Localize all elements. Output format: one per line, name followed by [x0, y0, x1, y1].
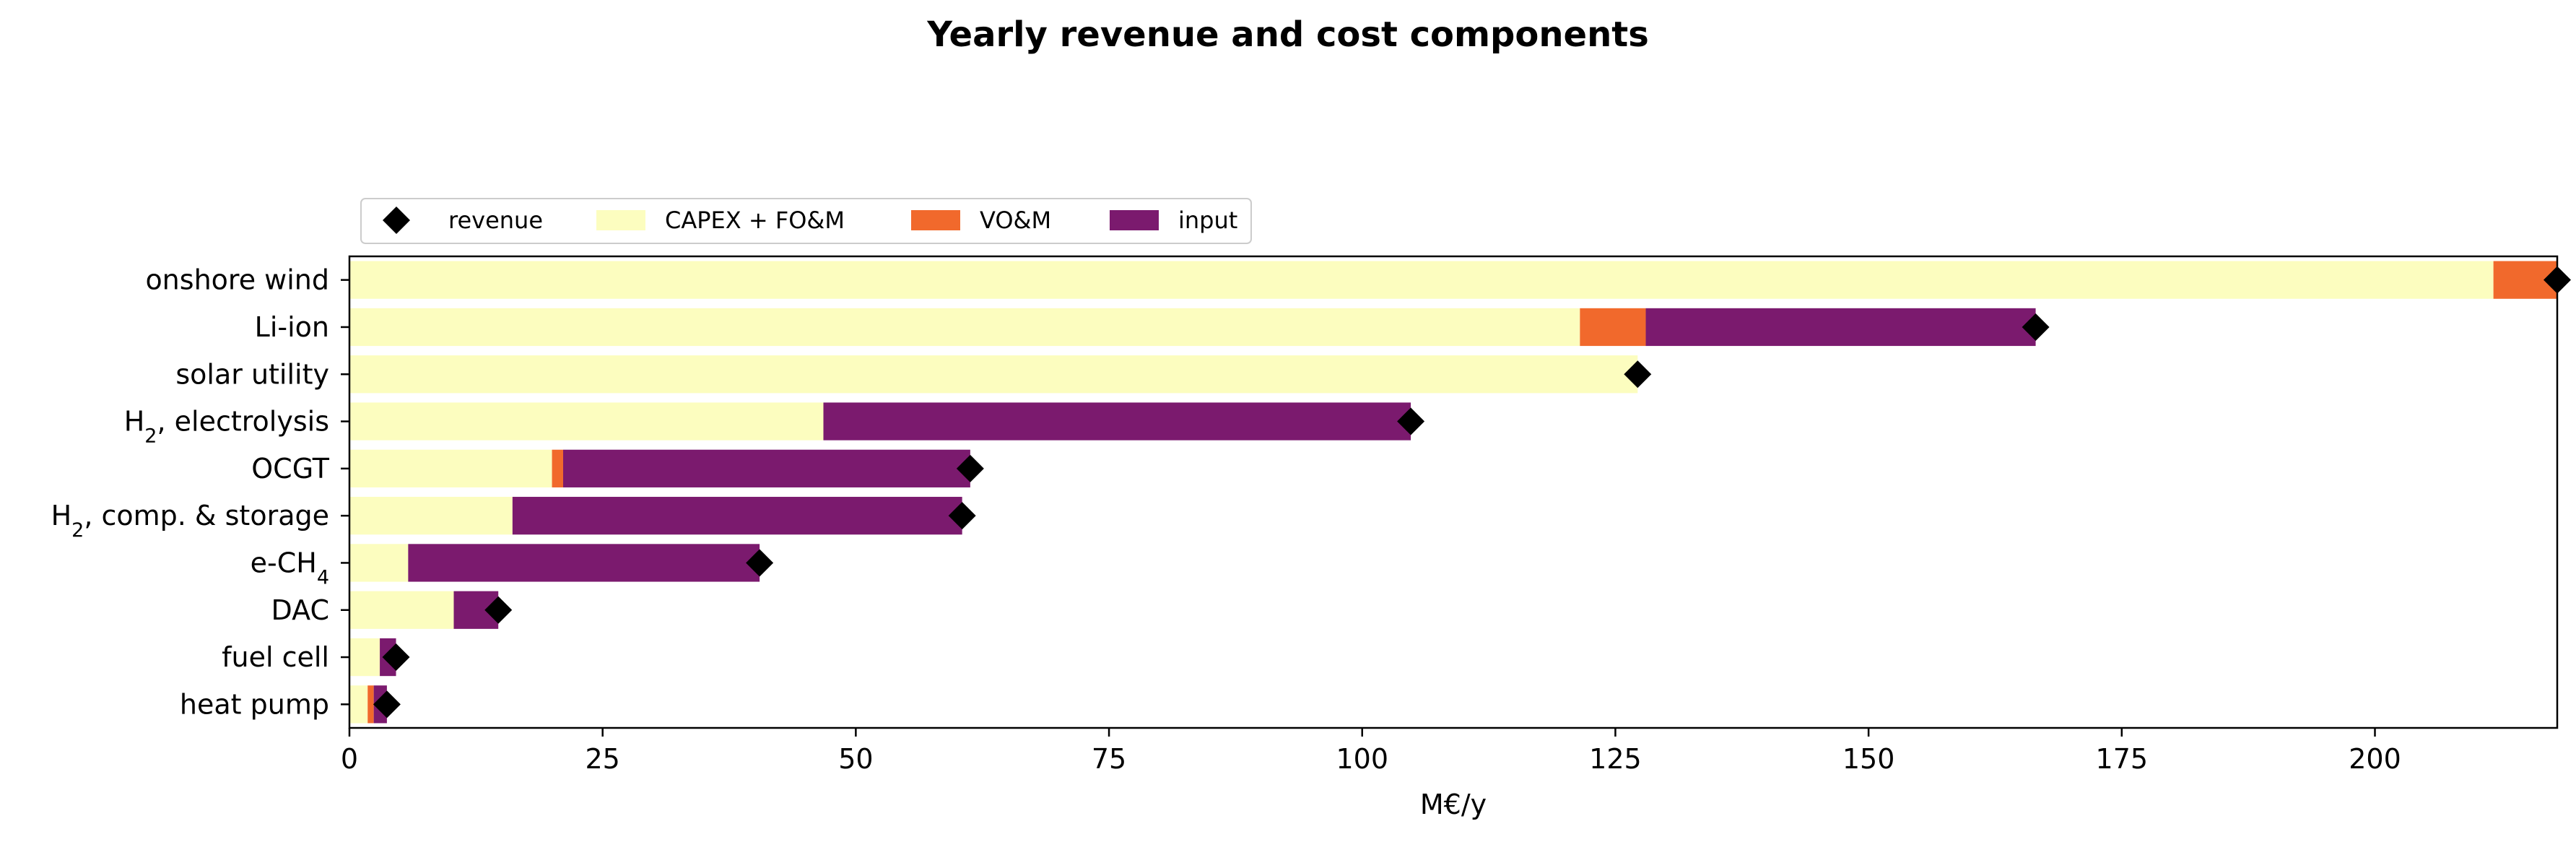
revenue-marker-solar-utility: [1624, 360, 1652, 389]
plot-frame: [348, 255, 2559, 729]
bar-layer: [349, 261, 2557, 724]
chart-title: Yearly revenue and cost components: [926, 14, 1649, 55]
bar-input-ocgt: [562, 449, 970, 487]
bar-capex-fo-m-fuel-cell: [349, 638, 380, 677]
bar-vo-m-li-ion: [1580, 308, 1646, 347]
legend-frame: [360, 198, 1252, 244]
y-tick-label-ocgt: OCGT: [251, 453, 330, 485]
legend-swatch-revenue: [383, 207, 410, 234]
bar-capex-fo-m-ocgt: [349, 449, 552, 487]
bar-capex-fo-m-h2-electrolysis: [349, 402, 824, 440]
y-axis-ticks: heat pump fuel cell DAC e-CH4 H2, comp. & st…: [51, 264, 349, 720]
x-tick-label-100: 100: [1336, 743, 1388, 775]
bar-input-e-ch4: [408, 544, 760, 582]
y-tick-label-fuel-cell: fuel cell: [222, 641, 329, 673]
revenue-marker-ocgt: [956, 454, 984, 482]
revenue-marker-h2-electrolysis: [1397, 407, 1425, 435]
bar-capex-fo-m-h2-comp-storage: [349, 497, 513, 535]
revenue-marker-fuel-cell: [382, 643, 410, 672]
y-tick-label-solar-utility: solar utility: [175, 358, 329, 390]
bar-capex-fo-m-heat-pump: [349, 685, 368, 724]
y-tick-label-dac: DAC: [271, 594, 329, 626]
bar-capex-fo-m-e-ch4: [349, 544, 409, 582]
x-tick-label-25: 25: [586, 743, 620, 775]
legend-label-revenue: revenue: [448, 207, 543, 234]
legend-swatch-capex-fo-m: [596, 210, 645, 230]
bar-capex-fo-m-solar-utility: [349, 355, 1638, 394]
bar-input-h2-electrolysis: [823, 402, 1411, 440]
bar-vo-m-ocgt: [552, 449, 563, 487]
bar-capex-fo-m-onshore-wind: [349, 261, 2494, 299]
x-tick-label-75: 75: [1092, 743, 1126, 775]
x-tick-label-175: 175: [2096, 743, 2149, 775]
x-tick-label-0: 0: [341, 743, 358, 775]
revenue-marker-heat-pump: [373, 690, 401, 719]
x-tick-label-125: 125: [1589, 743, 1642, 775]
revenue-marker-h2-comp-storage: [948, 502, 976, 530]
bar-input-li-ion: [1645, 308, 2036, 347]
y-tick-label-h2-electrolysis: H2, electrolysis: [124, 406, 329, 448]
y-tick-label-h2-comp-storage: H2, comp. & storage: [51, 500, 329, 542]
x-tick-label-50: 50: [838, 743, 873, 775]
x-tick-label-200: 200: [2349, 743, 2401, 775]
legend-label-vo-m: VO&M: [980, 207, 1051, 234]
bar-capex-fo-m-dac: [349, 591, 454, 629]
x-axis-label: M€/y: [1420, 789, 1487, 820]
x-tick-label-150: 150: [1842, 743, 1895, 775]
revenue-marker-dac: [484, 596, 513, 624]
legend-swatch-input: [1110, 210, 1159, 230]
legend: revenue CAPEX + FO&M VO&M input: [360, 198, 1252, 244]
y-tick-label-li-ion: Li-ion: [255, 311, 329, 343]
legend-label-input: input: [1178, 207, 1237, 234]
x-axis-ticks: 0 25 50 75 100 125 150 175 200: [341, 728, 2401, 775]
legend-swatch-vo-m: [911, 210, 960, 230]
revenue-marker-li-ion: [2022, 313, 2050, 341]
bar-input-h2-comp-storage: [512, 497, 962, 535]
bar-vo-m-heat-pump: [367, 685, 374, 724]
y-tick-label-onshore-wind: onshore wind: [145, 264, 329, 296]
revenue-marker-e-ch4: [746, 549, 774, 577]
y-tick-label-heat-pump: heat pump: [180, 688, 329, 720]
y-tick-label-e-ch4: e-CH4: [251, 547, 329, 589]
bar-capex-fo-m-li-ion: [349, 308, 1580, 347]
legend-label-capex-fo-m: CAPEX + FO&M: [665, 207, 845, 234]
